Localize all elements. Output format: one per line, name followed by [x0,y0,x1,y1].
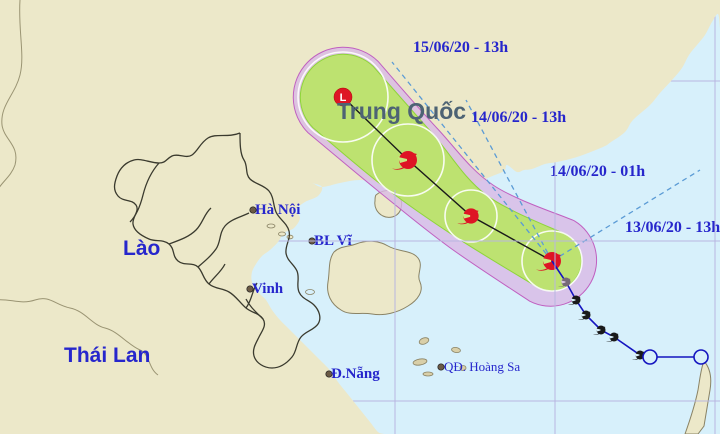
svg-text:15/06/20 - 13h: 15/06/20 - 13h [413,39,508,56]
svg-text:Đ.Nẵng: Đ.Nẵng [331,366,380,382]
svg-text:14/06/20 - 13h: 14/06/20 - 13h [471,109,566,126]
svg-text:14/06/20 - 01h: 14/06/20 - 01h [550,163,645,180]
svg-text:QĐ. Hoàng Sa: QĐ. Hoàng Sa [444,359,520,374]
svg-text:Trung Quốc: Trung Quốc [337,98,466,124]
svg-text:Lào: Lào [123,237,160,260]
svg-text:Vinh: Vinh [252,281,284,297]
svg-text:Thái Lan: Thái Lan [64,344,150,367]
svg-text:Hà Nội: Hà Nội [255,202,300,218]
svg-text:13/06/20 - 13h: 13/06/20 - 13h [625,219,720,236]
